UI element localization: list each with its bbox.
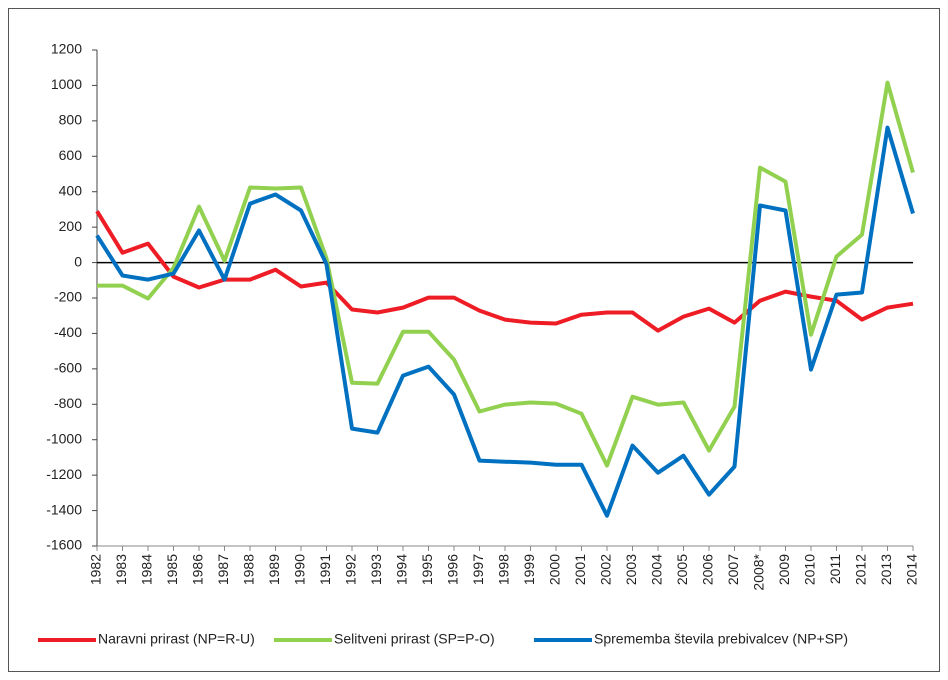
x-tick-label: 1985 (164, 554, 180, 585)
x-tick-label: 1995 (419, 554, 435, 585)
x-tick-label: 2007 (725, 554, 741, 585)
x-tick-label: 2000 (547, 554, 563, 585)
y-tick-label: 400 (59, 182, 83, 198)
chart-border (8, 8, 940, 672)
x-tick-label: 2003 (623, 554, 639, 585)
legend-label: Sprememba števila prebivalcev (NP+SP) (594, 631, 848, 647)
x-tick-label: 1990 (292, 554, 308, 585)
x-tick-label: 2014 (904, 554, 920, 585)
y-tick-label: 200 (59, 218, 83, 234)
x-tick-label: 2010 (802, 554, 818, 585)
x-tick-label: 1989 (266, 554, 282, 585)
x-tick-label: 2006 (700, 554, 716, 585)
x-tick-label: 2012 (853, 554, 869, 585)
x-tick-label: 1993 (368, 554, 384, 585)
series-line (97, 80, 915, 468)
y-tick-label: -1000 (46, 430, 82, 446)
x-tick-label: 1992 (343, 554, 359, 585)
x-tick-label: 1988 (241, 554, 257, 585)
x-tick-label: 1986 (190, 554, 206, 585)
y-tick-label: 1200 (51, 41, 82, 57)
y-tick-label: -1200 (46, 466, 82, 482)
y-tick-label: 0 (74, 253, 82, 269)
y-tick-label: -600 (54, 360, 82, 376)
y-tick-label: -200 (54, 289, 82, 305)
x-tick-label: 2002 (598, 554, 614, 585)
x-tick-label: 2005 (674, 554, 690, 585)
series-line (95, 210, 914, 333)
legend-label: Naravni prirast (NP=R-U) (98, 631, 255, 647)
x-tick-label: 1997 (470, 554, 486, 585)
y-tick-label: -800 (54, 395, 82, 411)
x-tick-label: 2013 (878, 554, 894, 585)
x-tick-label: 2001 (572, 554, 588, 585)
x-tick-label: 1987 (215, 554, 231, 585)
y-tick-label: 800 (59, 112, 83, 128)
x-tick-label: 2004 (649, 554, 665, 585)
y-tick-label: -1400 (46, 501, 82, 517)
x-tick-label: 1982 (88, 554, 104, 585)
x-tick-label: 1991 (317, 554, 333, 585)
series-line (95, 125, 915, 518)
x-tick-label: 1996 (445, 554, 461, 585)
y-tick-label: 600 (59, 147, 83, 163)
x-tick-label: 2009 (776, 554, 792, 585)
x-tick-label: 1984 (139, 554, 155, 585)
x-tick-label: 2008* (751, 553, 767, 590)
x-tick-label: 1999 (521, 554, 537, 585)
x-tick-label: 1998 (496, 554, 512, 585)
x-tick-label: 2011 (827, 554, 843, 584)
x-tick-label: 1994 (394, 554, 410, 585)
legend-label: Selitveni prirast (SP=P-O) (334, 631, 495, 647)
y-tick-label: 1000 (51, 76, 82, 92)
y-tick-label: -400 (54, 324, 82, 340)
y-tick-label: -1600 (46, 537, 82, 553)
x-tick-label: 1983 (113, 554, 129, 585)
